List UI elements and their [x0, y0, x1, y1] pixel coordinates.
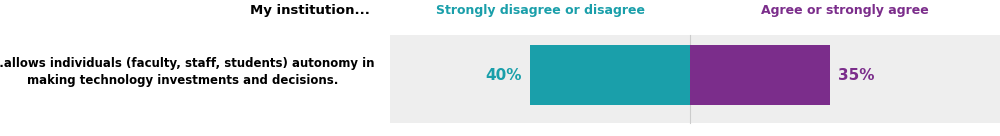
- Text: 35%: 35%: [838, 67, 874, 83]
- Text: Agree or strongly agree: Agree or strongly agree: [761, 4, 929, 17]
- Text: 40%: 40%: [485, 67, 522, 83]
- Bar: [390, 35, 1000, 123]
- Bar: [690, 45, 830, 105]
- Text: Strongly disagree or disagree: Strongly disagree or disagree: [436, 4, 644, 17]
- Text: My institution...: My institution...: [250, 4, 370, 17]
- Bar: [530, 45, 690, 105]
- Text: ...allows individuals (faculty, staff, students) autonomy in
making technology i: ...allows individuals (faculty, staff, s…: [0, 57, 375, 87]
